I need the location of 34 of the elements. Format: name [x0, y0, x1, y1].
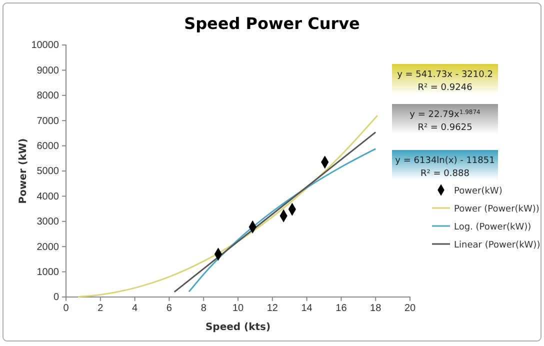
legend-label: Power(kW) — [454, 186, 502, 196]
y-tick-label: 5000 — [36, 166, 60, 178]
y-tick-label: 10000 — [31, 40, 60, 52]
legend-label: Linear (Power(kW)) — [454, 240, 540, 250]
y-tick-label: 1000 — [36, 267, 60, 278]
annotation: y = 541.73x - 3210.2 R² = 0.9246 — [397, 70, 493, 93]
x-tick-label: 2 — [98, 303, 104, 314]
line-series — [188, 148, 376, 292]
y-tick-label: 6000 — [36, 141, 60, 152]
legend-label: Power (Power(kW)) — [454, 204, 540, 214]
x-tick-label: 6 — [166, 303, 172, 314]
x-tick-label: 20 — [404, 303, 416, 314]
y-axis-title: Power (kW) — [18, 138, 29, 204]
x-tick-label: 16 — [336, 303, 348, 314]
x-tick-label: 4 — [132, 303, 138, 314]
x-tick-label: 14 — [301, 303, 313, 314]
y-tick-label: 8000 — [36, 90, 60, 102]
x-tick-label: 8 — [200, 303, 207, 314]
x-tick-label: 12 — [266, 303, 278, 314]
x-axis-title: Speed (kts) — [205, 322, 271, 333]
y-tick-label: 9000 — [36, 65, 60, 76]
y-tick-label: 3000 — [36, 216, 60, 228]
y-tick-label: 2000 — [36, 242, 60, 253]
annotation: y = 6134ln(x) - 11851 R² = 0.888 — [395, 156, 495, 179]
y-tick-label: 4000 — [36, 191, 60, 202]
y-tick-label: 0 — [53, 292, 60, 304]
chart-title: Speed Power Curve — [184, 14, 360, 33]
legend-label: Log. (Power(kW)) — [454, 222, 532, 232]
y-tick-label: 7000 — [36, 116, 60, 127]
x-tick-label: 18 — [370, 303, 382, 314]
x-tick-label: 0 — [63, 303, 70, 314]
x-tick-label: 10 — [232, 303, 244, 314]
line-series — [77, 114, 378, 298]
text: y = 22.79x$^{1.9874}$ R² = 0.9625 — [410, 108, 480, 133]
